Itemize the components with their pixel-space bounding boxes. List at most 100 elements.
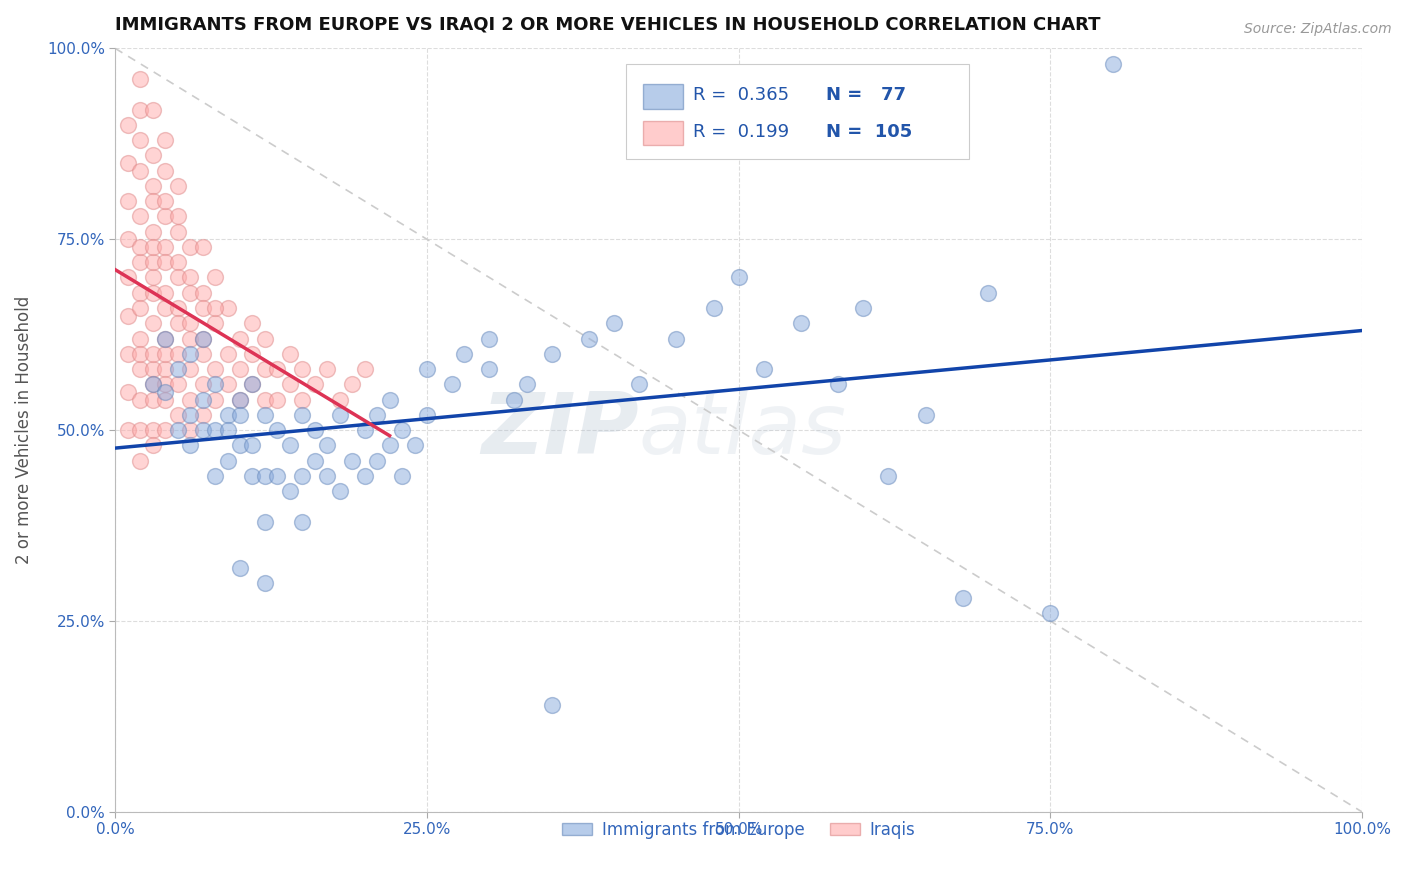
Point [329,408,352,422]
Point [353,362,375,376]
Point [166,423,188,437]
Point [142,240,165,254]
Point [578,332,600,346]
Point [142,255,165,269]
Point [166,408,188,422]
Point [540,347,562,361]
Point [353,469,375,483]
Point [191,332,214,346]
Point [129,453,152,467]
Point [129,347,152,361]
Point [304,377,326,392]
Point [179,438,201,452]
Point [291,515,314,529]
Point [316,469,339,483]
Point [129,392,152,407]
Point [117,423,139,437]
Point [191,408,214,422]
Text: Source: ZipAtlas.com: Source: ZipAtlas.com [1244,22,1392,37]
Point [142,103,165,117]
Point [129,103,152,117]
Point [166,377,188,392]
Point [478,362,501,376]
Point [142,316,165,330]
Point [229,332,252,346]
Point [129,210,152,224]
Point [877,469,900,483]
Point [827,377,849,392]
Point [278,347,301,361]
Point [166,347,188,361]
Point [166,301,188,315]
Point [142,178,165,193]
Point [391,469,413,483]
Point [142,148,165,162]
Point [191,285,214,300]
Point [353,423,375,437]
Point [129,332,152,346]
Point [166,362,188,376]
Point [142,194,165,208]
Point [217,453,239,467]
Point [204,392,226,407]
Point [179,240,201,254]
Point [191,347,214,361]
Point [129,240,152,254]
Point [153,163,176,178]
Point [229,392,252,407]
Point [204,423,226,437]
Point [204,301,226,315]
Point [229,408,252,422]
Point [503,392,526,407]
Point [153,384,176,399]
Point [166,270,188,285]
Point [253,332,276,346]
Point [129,301,152,315]
Point [242,377,264,392]
Point [204,377,226,392]
Point [278,438,301,452]
Point [129,72,152,87]
Point [153,332,176,346]
Text: IMMIGRANTS FROM EUROPE VS IRAQI 2 OR MORE VEHICLES IN HOUSEHOLD CORRELATION CHAR: IMMIGRANTS FROM EUROPE VS IRAQI 2 OR MOR… [115,15,1101,33]
Point [316,362,339,376]
Point [179,408,201,422]
Point [852,301,875,315]
Point [117,232,139,246]
Point [153,362,176,376]
Text: R =  0.199: R = 0.199 [693,123,789,141]
Point [516,377,538,392]
Point [229,560,252,574]
Point [229,438,252,452]
Text: atlas: atlas [638,389,846,472]
FancyBboxPatch shape [643,85,682,109]
Point [153,392,176,407]
Point [142,392,165,407]
Text: N =   77: N = 77 [825,86,905,104]
Point [129,163,152,178]
Point [304,453,326,467]
Point [179,332,201,346]
Point [179,423,201,437]
Point [191,392,214,407]
Point [416,408,439,422]
Point [191,332,214,346]
Point [440,377,463,392]
Point [952,591,974,606]
Point [340,377,363,392]
Point [1039,607,1062,621]
Point [179,270,201,285]
Point [977,285,1000,300]
Point [153,255,176,269]
Point [117,118,139,132]
Point [142,423,165,437]
Point [204,270,226,285]
Point [117,384,139,399]
Point [142,270,165,285]
Point [291,469,314,483]
Point [366,453,388,467]
Point [752,362,775,376]
Point [153,332,176,346]
Point [703,301,725,315]
Point [204,469,226,483]
